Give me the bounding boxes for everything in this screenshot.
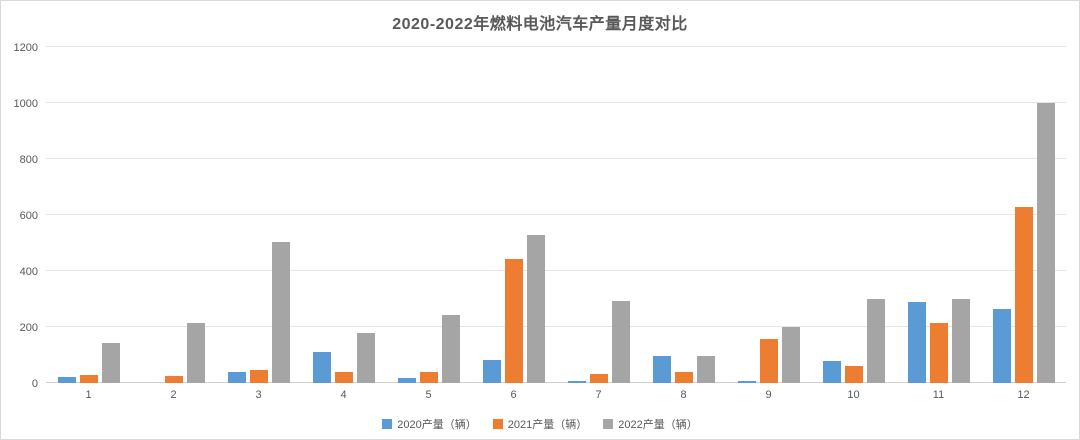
bar-2021-month-4 <box>334 372 353 383</box>
y-tick-label-1200: 1200 <box>13 41 38 54</box>
bar-2021-month-10 <box>844 366 863 383</box>
bar-group-month-2 <box>131 47 216 383</box>
bar-group-month-11 <box>896 47 981 383</box>
legend-swatch-icon <box>492 419 503 429</box>
x-tick-label-4: 4 <box>340 389 347 401</box>
x-tick-label-9: 9 <box>765 389 772 401</box>
bar-group-month-12 <box>981 47 1066 383</box>
bar-group-month-9 <box>726 47 811 383</box>
y-tick-label-600: 600 <box>19 209 38 222</box>
x-tick-label-12: 12 <box>1017 389 1030 401</box>
bar-2020-month-5 <box>397 377 416 383</box>
bar-group-month-1 <box>46 47 131 383</box>
gridline-600 <box>46 214 1066 215</box>
legend-item-2021: 2021产量（辆） <box>492 416 588 432</box>
x-tick-label-1: 1 <box>85 389 92 401</box>
bars-layer <box>46 47 1066 383</box>
bar-2020-month-4 <box>312 352 331 383</box>
gridline-1200 <box>46 46 1066 47</box>
x-tick-label-2: 2 <box>170 389 177 401</box>
bar-2021-month-6 <box>504 258 523 383</box>
bar-2022-month-12 <box>1036 103 1055 383</box>
bar-2021-month-8 <box>674 372 693 383</box>
bar-2022-month-11 <box>951 299 970 383</box>
plot-area: 0 200 400 600 800 1000 1200 <box>14 42 1066 390</box>
y-tick-label-800: 800 <box>19 153 38 166</box>
bar-2022-month-5 <box>441 314 460 383</box>
bar-group-month-3 <box>216 47 301 383</box>
x-tick-label-7: 7 <box>595 389 602 401</box>
bar-2021-month-1 <box>79 375 98 383</box>
bar-2022-month-7 <box>611 301 630 383</box>
legend-swatch-icon <box>382 419 393 429</box>
bar-2020-month-10 <box>822 361 841 383</box>
y-tick-label-400: 400 <box>19 265 38 278</box>
bar-2022-month-6 <box>526 235 545 383</box>
y-tick-label-0: 0 <box>31 377 38 390</box>
bar-2020-month-9 <box>737 380 756 383</box>
gridline-1000 <box>46 102 1066 103</box>
bar-2022-month-1 <box>101 343 120 383</box>
legend-item-2022: 2022产量（辆） <box>603 416 698 432</box>
bar-2021-month-2 <box>164 375 183 383</box>
legend-label: 2022产量（辆） <box>618 419 698 431</box>
bar-2020-month-6 <box>482 360 501 383</box>
bar-2022-month-2 <box>186 323 205 383</box>
bar-2022-month-3 <box>271 242 290 383</box>
y-tick-label-1000: 1000 <box>13 97 38 110</box>
chart-title: 2020-2022年燃料电池汽车产量月度对比 <box>392 16 688 33</box>
bar-2022-month-4 <box>356 333 375 383</box>
bar-2021-month-3 <box>249 370 268 383</box>
bar-2021-month-9 <box>759 339 778 383</box>
legend-label: 2021产量（辆） <box>507 419 588 431</box>
bar-2020-month-12 <box>992 309 1011 383</box>
bar-2020-month-7 <box>567 381 586 383</box>
bar-group-month-10 <box>811 47 896 383</box>
bar-group-month-4 <box>301 47 386 383</box>
bar-2021-month-5 <box>419 372 438 383</box>
legend-swatch-icon <box>603 419 614 429</box>
bar-group-month-6 <box>471 47 556 383</box>
gridline-400 <box>46 270 1066 271</box>
x-axis-labels: 1 2 3 4 5 6 7 8 9 10 11 12 <box>46 389 1066 401</box>
bar-2021-month-11 <box>929 323 948 383</box>
gridline-200 <box>46 326 1066 327</box>
legend-label: 2020产量（辆） <box>397 419 477 431</box>
x-axis-line <box>46 382 1066 383</box>
bar-group-month-5 <box>386 47 471 383</box>
x-tick-label-6: 6 <box>510 389 517 401</box>
x-tick-label-5: 5 <box>425 389 432 401</box>
bar-2020-month-3 <box>227 371 246 383</box>
bar-2020-month-8 <box>652 355 671 383</box>
bar-group-month-8 <box>641 47 726 383</box>
bar-group-month-7 <box>556 47 641 383</box>
bar-2022-month-8 <box>696 355 715 383</box>
legend-item-2020: 2020产量（辆） <box>382 416 477 432</box>
gridline-800 <box>46 158 1066 159</box>
legend: 2020产量（辆） 2021产量（辆） 2022产量（辆） <box>1 416 1079 432</box>
x-tick-label-10: 10 <box>847 389 860 401</box>
y-tick-label-200: 200 <box>19 321 38 334</box>
bar-2020-month-11 <box>907 302 926 383</box>
bar-2022-month-10 <box>866 298 885 383</box>
bar-2021-month-7 <box>589 374 608 383</box>
x-tick-label-11: 11 <box>932 389 945 401</box>
bar-2020-month-1 <box>57 377 76 383</box>
x-tick-label-8: 8 <box>680 389 687 401</box>
x-tick-label-3: 3 <box>255 389 262 401</box>
bar-2022-month-9 <box>781 327 800 383</box>
bar-2021-month-12 <box>1014 207 1033 383</box>
